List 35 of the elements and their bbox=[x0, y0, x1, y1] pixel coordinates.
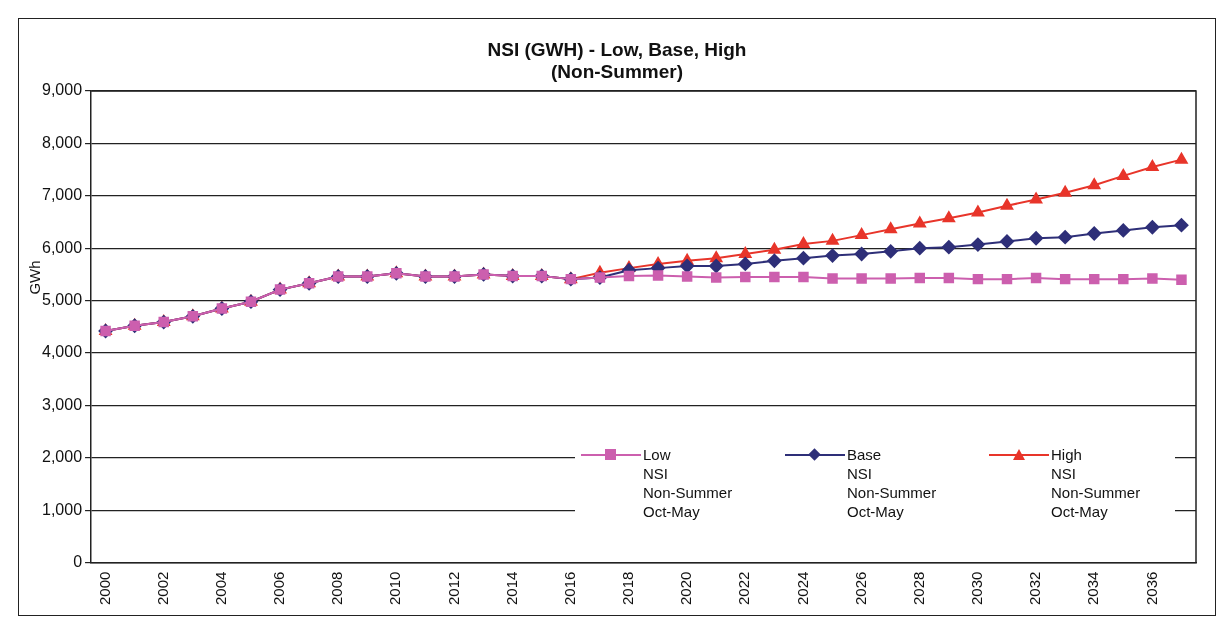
y-tick-label: 6,000 bbox=[41, 238, 83, 256]
x-tick-label: 2000 bbox=[95, 571, 113, 606]
y-axis-title: GWh bbox=[25, 260, 43, 295]
y-tick-label: 3,000 bbox=[41, 395, 83, 413]
legend-label: Base NSI Non-Summer Oct-May bbox=[847, 445, 938, 521]
x-tick-label: 2010 bbox=[386, 571, 404, 606]
x-tick-label: 2018 bbox=[619, 571, 637, 606]
y-tick-label: 2,000 bbox=[41, 448, 83, 466]
y-tick-label: 4,000 bbox=[41, 343, 83, 361]
x-tick-label: 2022 bbox=[735, 571, 753, 606]
y-tick-label: 8,000 bbox=[41, 133, 83, 151]
x-tick-label: 2004 bbox=[212, 571, 230, 606]
x-tick-label: 2008 bbox=[328, 571, 346, 606]
x-tick-label: 2016 bbox=[560, 571, 578, 606]
x-tick-label: 2020 bbox=[677, 571, 695, 606]
x-tick-label: 2012 bbox=[444, 571, 462, 606]
x-tick-label: 2014 bbox=[502, 571, 520, 606]
x-tick-label: 2024 bbox=[793, 571, 811, 606]
legend-label: High NSI Non-Summer Oct-May bbox=[1051, 445, 1142, 521]
y-tick-label: 0 bbox=[73, 553, 83, 571]
x-tick-label: 2036 bbox=[1142, 571, 1160, 606]
x-tick-label: 2006 bbox=[270, 571, 288, 606]
x-tick-label: 2026 bbox=[851, 571, 869, 606]
x-tick-label: 2034 bbox=[1084, 571, 1102, 606]
y-tick-label: 7,000 bbox=[41, 186, 83, 204]
chart-title: NSI (GWH) - Low, Base, High bbox=[487, 39, 747, 60]
legend-label: Low NSI Non-Summer Oct-May bbox=[643, 445, 734, 521]
y-tick-label: 5,000 bbox=[41, 291, 83, 309]
y-tick-label: 1,000 bbox=[41, 500, 83, 518]
x-tick-label: 2028 bbox=[909, 571, 927, 606]
x-tick-label: 2002 bbox=[153, 571, 171, 606]
x-tick-label: 2030 bbox=[968, 571, 986, 606]
x-tick-label: 2032 bbox=[1026, 571, 1044, 606]
y-tick-label: 9,000 bbox=[41, 81, 83, 99]
chart-subtitle: (Non-Summer) bbox=[551, 61, 683, 82]
